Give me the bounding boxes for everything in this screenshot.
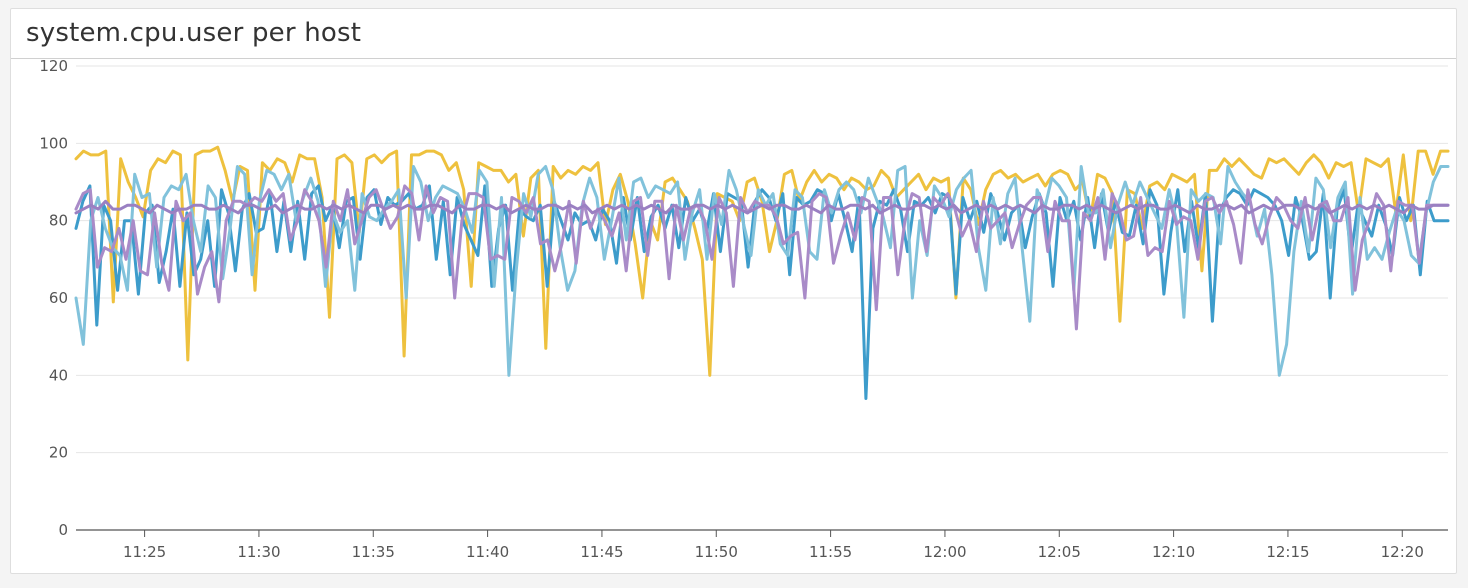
y-axis: 0 20 40 60 80 100 120 [39, 57, 68, 539]
widget-header: system.cpu.user per host [11, 9, 1456, 59]
y-tick-label: 20 [49, 444, 68, 462]
x-tick-label: 11:55 [809, 543, 852, 561]
grid-lines [76, 65, 1448, 454]
x-tick-label: 11:50 [695, 543, 738, 561]
x-tick-label: 12:10 [1152, 543, 1195, 561]
x-tick-label: 11:40 [466, 543, 509, 561]
timeseries-widget: system.cpu.user per host [10, 8, 1457, 574]
series-line-2[interactable] [74, 184, 1450, 400]
y-tick-label: 80 [49, 212, 68, 230]
x-axis: 11:25 11:30 11:35 11:40 11:45 11:50 11:55 12:00… [76, 529, 1448, 561]
x-tick-label: 11:30 [237, 543, 280, 561]
y-tick-label: 0 [58, 521, 68, 539]
y-tick-label: 120 [39, 57, 68, 75]
series-line-5[interactable] [74, 199, 1450, 215]
x-tick-label: 11:45 [580, 543, 623, 561]
y-tick-label: 100 [39, 134, 68, 152]
x-tick-label: 12:00 [923, 543, 966, 561]
series-lines [74, 145, 1450, 400]
y-tick-label: 60 [49, 289, 68, 307]
x-tick-label: 12:15 [1266, 543, 1309, 561]
x-tick-label: 12:05 [1038, 543, 1081, 561]
x-tick-label: 12:20 [1381, 543, 1424, 561]
x-tick-label: 11:35 [352, 543, 395, 561]
y-tick-label: 40 [49, 366, 68, 384]
x-tick-label: 11:25 [123, 543, 166, 561]
series-line-1[interactable] [74, 145, 1450, 377]
widget-title[interactable]: system.cpu.user per host [26, 18, 362, 48]
